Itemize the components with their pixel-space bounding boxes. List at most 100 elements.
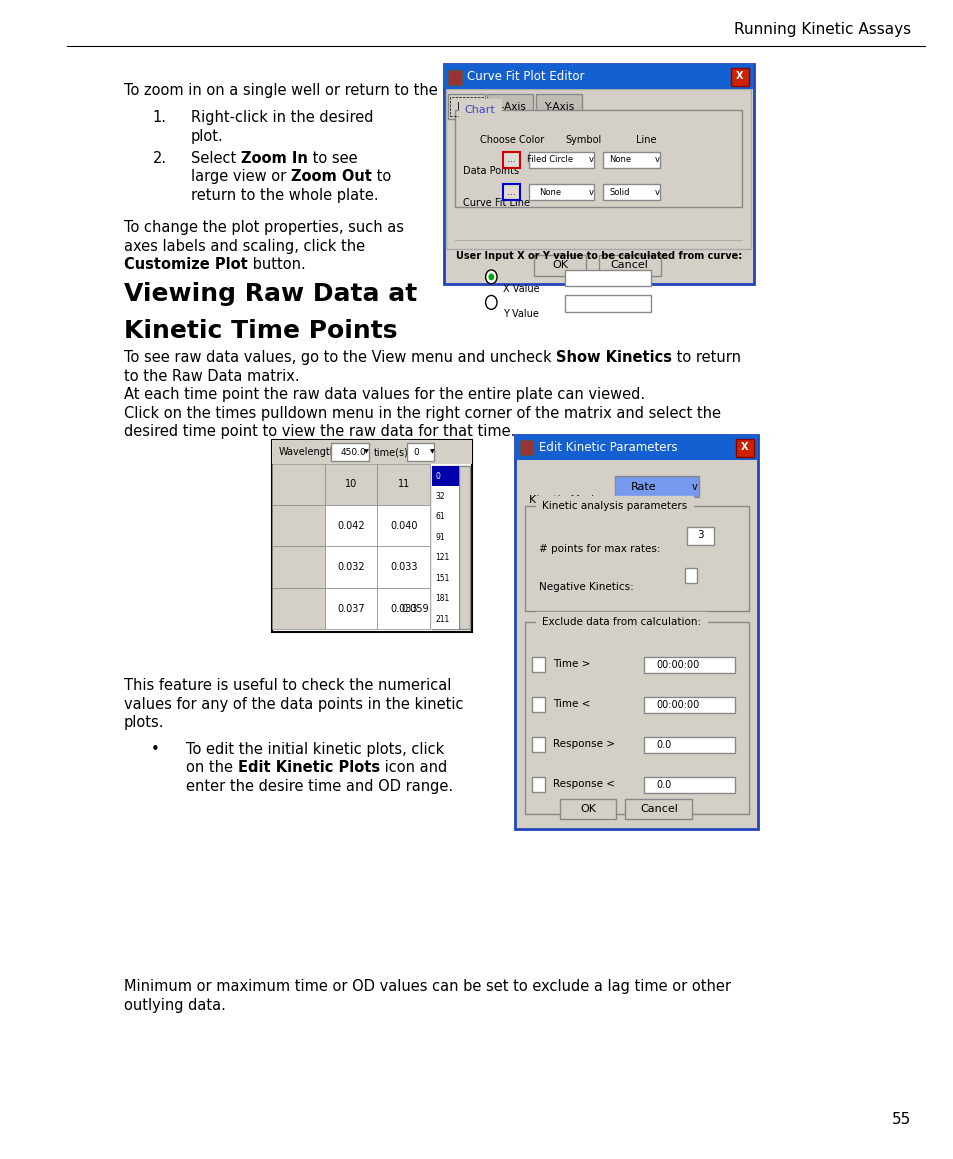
Bar bbox=[443, 64, 753, 89]
Bar bbox=[448, 94, 484, 119]
Bar bbox=[524, 622, 748, 814]
Bar bbox=[615, 476, 699, 497]
Text: Kinetic Time Points: Kinetic Time Points bbox=[124, 319, 397, 343]
Text: to see: to see bbox=[307, 151, 356, 166]
Bar bbox=[272, 546, 324, 588]
Text: Response <: Response < bbox=[553, 779, 615, 789]
Bar bbox=[432, 589, 458, 608]
Text: Symbol: Symbol bbox=[565, 136, 601, 146]
Text: 0.059: 0.059 bbox=[401, 604, 429, 613]
Text: Choose Color: Choose Color bbox=[479, 136, 544, 146]
Text: X-Axis: X-Axis bbox=[494, 102, 526, 111]
Text: •: • bbox=[151, 742, 159, 757]
Text: Y-Axis: Y-Axis bbox=[543, 102, 574, 111]
Text: Customize Plot: Customize Plot bbox=[124, 257, 248, 272]
Text: Line: Line bbox=[635, 136, 656, 146]
Bar bbox=[534, 255, 585, 276]
Text: v: v bbox=[654, 188, 659, 197]
Text: ...: ... bbox=[506, 155, 516, 165]
Bar bbox=[432, 608, 458, 629]
Text: User Input X or Y value to be calculated from curve:: User Input X or Y value to be calculated… bbox=[455, 252, 741, 262]
Text: To see raw data values, go to the View menu and uncheck: To see raw data values, go to the View m… bbox=[124, 350, 556, 365]
Text: 0.0: 0.0 bbox=[656, 780, 671, 790]
Text: Select: Select bbox=[191, 151, 240, 166]
Bar bbox=[643, 697, 734, 713]
Text: Rate: Rate bbox=[631, 482, 656, 491]
Circle shape bbox=[488, 274, 494, 280]
Bar bbox=[515, 435, 758, 460]
Bar bbox=[564, 270, 650, 286]
Circle shape bbox=[485, 296, 497, 309]
Text: 0.033: 0.033 bbox=[390, 604, 417, 613]
Bar bbox=[377, 505, 430, 546]
Bar bbox=[515, 435, 758, 829]
Bar bbox=[324, 505, 377, 546]
Bar bbox=[331, 443, 369, 461]
Bar bbox=[602, 152, 659, 168]
Bar bbox=[432, 466, 458, 629]
Text: Zoom In: Zoom In bbox=[240, 151, 307, 166]
Text: 0.033: 0.033 bbox=[390, 562, 417, 573]
Text: ...: ... bbox=[506, 188, 516, 197]
Text: 0.037: 0.037 bbox=[337, 604, 364, 613]
Bar bbox=[532, 737, 544, 752]
Bar bbox=[324, 588, 377, 629]
Text: OK: OK bbox=[579, 804, 596, 814]
Text: 2.: 2. bbox=[152, 151, 167, 166]
Bar bbox=[272, 440, 472, 464]
Text: 0.042: 0.042 bbox=[337, 520, 364, 531]
Bar bbox=[458, 466, 470, 629]
Text: to return: to return bbox=[672, 350, 740, 365]
Text: Cancel: Cancel bbox=[640, 804, 678, 814]
Circle shape bbox=[485, 270, 497, 284]
Text: 0.032: 0.032 bbox=[337, 562, 364, 573]
Text: time(s):: time(s): bbox=[374, 447, 412, 457]
Text: 0.0: 0.0 bbox=[656, 741, 671, 750]
Text: # points for max rates:: # points for max rates: bbox=[538, 544, 659, 554]
Text: Exclude data from calculation:: Exclude data from calculation: bbox=[541, 618, 700, 627]
Text: 10: 10 bbox=[345, 480, 356, 489]
Text: Cancel: Cancel bbox=[610, 261, 648, 270]
Bar bbox=[643, 737, 734, 753]
Text: To change the plot properties, such as: To change the plot properties, such as bbox=[124, 220, 404, 235]
Text: Plot: Plot bbox=[456, 102, 476, 111]
Text: Minimum or maximum time or OD values can be set to exclude a lag time or other: Minimum or maximum time or OD values can… bbox=[124, 979, 730, 994]
Bar bbox=[432, 466, 458, 487]
Text: Kinetic Mode:: Kinetic Mode: bbox=[529, 495, 604, 505]
Text: This feature is useful to check the numerical: This feature is useful to check the nume… bbox=[124, 678, 451, 693]
Text: Chart: Chart bbox=[464, 105, 495, 115]
Bar bbox=[272, 440, 472, 632]
Text: v: v bbox=[654, 155, 659, 165]
Bar bbox=[643, 657, 734, 673]
Text: to the Raw Data matrix.: to the Raw Data matrix. bbox=[124, 369, 299, 384]
Text: X Value: X Value bbox=[502, 284, 538, 294]
Bar bbox=[686, 527, 713, 545]
Text: 450.0: 450.0 bbox=[340, 447, 366, 457]
Text: Response >: Response > bbox=[553, 739, 615, 749]
Text: Y Value: Y Value bbox=[502, 309, 538, 320]
Text: 121: 121 bbox=[435, 553, 449, 562]
Text: ▼: ▼ bbox=[430, 450, 434, 454]
Text: Data Points: Data Points bbox=[462, 166, 518, 176]
Bar bbox=[448, 70, 461, 85]
Text: 32: 32 bbox=[435, 493, 444, 501]
Text: Zoom Out: Zoom Out bbox=[291, 169, 371, 184]
Bar bbox=[529, 152, 594, 168]
Text: 00:00:00: 00:00:00 bbox=[656, 659, 699, 670]
Text: X: X bbox=[735, 72, 742, 81]
Bar bbox=[455, 110, 741, 206]
Text: on the: on the bbox=[186, 760, 237, 775]
Text: Time >: Time > bbox=[553, 658, 590, 669]
Text: Edit Kinetic Parameters: Edit Kinetic Parameters bbox=[538, 440, 677, 454]
Bar bbox=[272, 505, 324, 546]
Bar bbox=[272, 588, 324, 629]
Bar bbox=[559, 799, 616, 819]
Bar bbox=[432, 568, 458, 589]
Bar bbox=[519, 440, 533, 455]
Bar bbox=[735, 439, 753, 457]
Text: ▼: ▼ bbox=[364, 450, 368, 454]
Text: Click on the times pulldown menu in the right corner of the matrix and select th: Click on the times pulldown menu in the … bbox=[124, 406, 720, 421]
Text: v: v bbox=[588, 155, 594, 165]
Bar bbox=[532, 697, 544, 712]
Bar bbox=[272, 464, 324, 505]
